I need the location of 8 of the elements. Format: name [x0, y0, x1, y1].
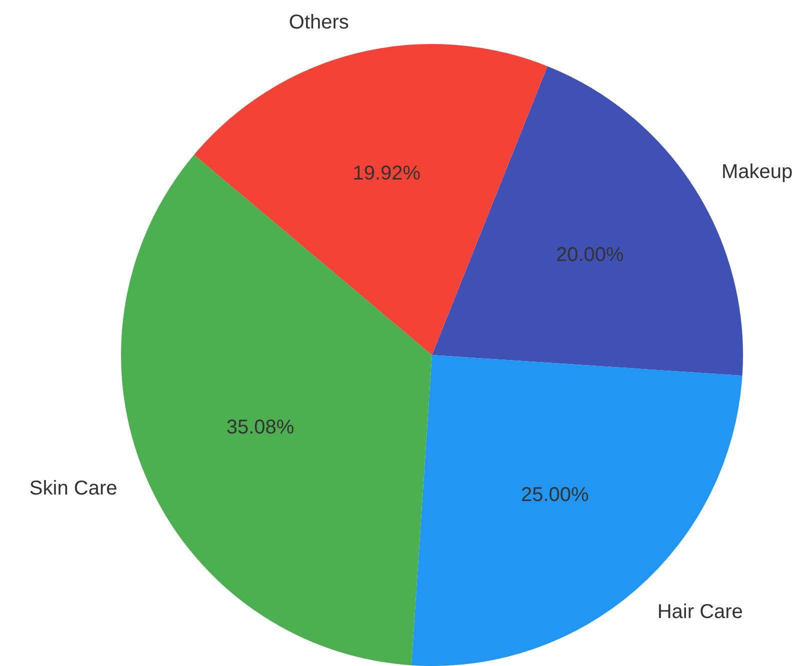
data-label: 25.00% — [520, 484, 590, 506]
slice-label: Others — [288, 12, 349, 34]
slice-label: Hair Care — [657, 600, 743, 623]
slice-label: Skin Care — [29, 477, 118, 500]
data-label: 20.00% — [556, 244, 624, 266]
data-label: 35.08% — [226, 416, 294, 439]
slice-label: Makeup — [721, 161, 793, 184]
data-label: 19.92% — [352, 162, 421, 185]
